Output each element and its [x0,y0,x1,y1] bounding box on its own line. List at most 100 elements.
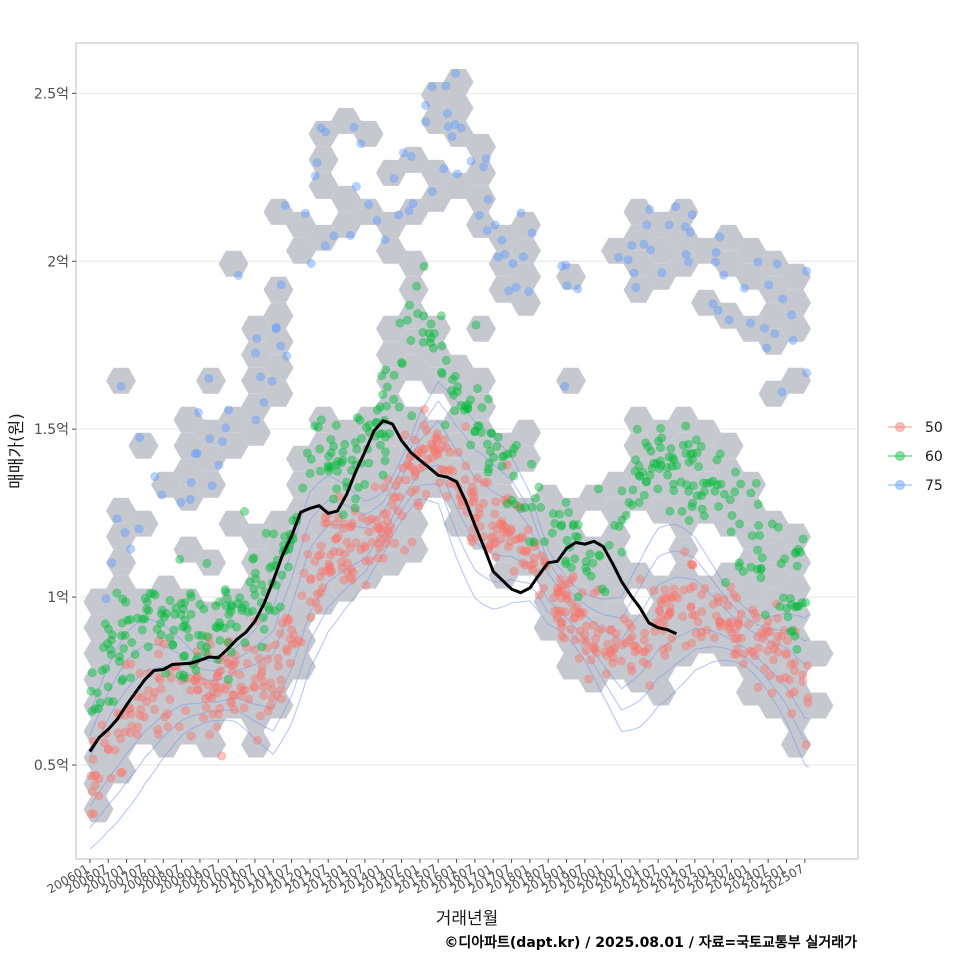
data-point-60 [470,427,480,437]
hexbin-cell [668,510,699,537]
data-point-60 [375,429,385,439]
data-point-50 [566,624,576,634]
hexbin-cell [218,588,249,615]
data-point-60 [94,704,104,714]
data-point-50 [306,612,316,622]
data-point-75 [760,323,770,333]
data-point-60 [692,448,702,458]
data-point-60 [678,440,688,450]
data-point-50 [502,460,512,470]
data-point-60 [378,470,388,480]
data-point-50 [523,525,533,535]
data-point-50 [388,492,398,502]
data-point-50 [581,637,591,647]
data-point-60 [753,545,763,555]
hexbin-cell [601,627,631,654]
data-point-60 [117,618,127,628]
data-point-50 [658,644,668,654]
data-point-60 [582,566,592,576]
data-point-50 [316,541,326,551]
data-point-50 [250,682,260,692]
data-point-50 [347,518,357,528]
data-point-60 [364,420,374,430]
data-point-50 [106,773,116,783]
data-point-50 [381,538,391,548]
plot-panel-border [75,42,859,860]
data-point-60 [699,511,709,521]
data-point-60 [562,535,572,545]
data-point-60 [702,478,712,488]
hexbin-cell [443,432,474,459]
data-point-60 [212,623,222,633]
data-point-60 [396,358,406,368]
data-point-60 [687,454,697,464]
data-point-60 [402,315,412,325]
data-point-75 [627,241,637,251]
data-point-60 [561,559,571,569]
data-point-50 [306,597,316,607]
data-point-50 [714,616,724,626]
data-point-60 [756,563,766,573]
data-point-50 [678,611,688,621]
data-point-60 [568,519,578,529]
data-point-50 [89,809,99,819]
hexbin-cell [511,211,541,238]
data-point-50 [489,538,499,548]
data-point-50 [663,611,673,621]
data-point-50 [659,616,669,626]
data-point-50 [556,593,566,603]
data-point-50 [321,566,331,576]
data-point-60 [324,466,334,476]
data-point-75 [753,257,763,267]
data-point-50 [519,546,529,556]
data-point-50 [228,667,238,677]
hexbin-cell [713,224,744,251]
data-point-50 [433,448,443,458]
data-point-50 [680,547,690,557]
data-point-50 [619,614,629,624]
data-point-50 [345,522,355,532]
data-point-50 [282,646,292,656]
data-point-60 [756,573,766,583]
hexbin-cell [173,406,204,433]
data-point-50 [479,478,489,488]
hexbin-cell [668,250,699,277]
hexbin-cell [736,653,766,680]
data-point-50 [326,566,336,576]
data-point-50 [373,553,383,563]
data-point-60 [380,456,390,466]
data-point-50 [407,537,417,547]
hexbin-cell [758,562,789,589]
data-point-75 [310,171,320,181]
data-point-60 [226,619,236,629]
data-point-50 [663,642,673,652]
data-point-50 [207,693,217,703]
hexbin-cell [376,237,406,264]
data-point-60 [182,624,192,634]
data-point-60 [672,461,682,471]
hexbin-cell [646,653,676,680]
data-point-50 [561,589,571,599]
data-point-60 [257,580,267,590]
data-point-50 [763,627,773,637]
y-axis-title: 매매가(원) [7,413,27,489]
data-point-50 [777,631,787,641]
data-point-60 [791,547,801,557]
data-point-60 [568,521,578,531]
data-point-60 [511,440,521,450]
hexbin-cell [511,263,541,290]
data-point-60 [140,614,150,624]
data-point-60 [245,577,255,587]
data-point-50 [154,672,164,682]
data-point-50 [771,599,781,609]
data-point-60 [783,612,793,622]
hexbin-cell [511,523,541,550]
legend-key-point [895,422,905,432]
data-point-50 [736,609,746,619]
data-point-50 [135,710,145,720]
data-point-50 [419,444,429,454]
data-point-75 [221,423,231,433]
hexbin-cell [241,315,271,342]
data-point-50 [596,624,606,634]
hexbin-cell [668,198,699,225]
